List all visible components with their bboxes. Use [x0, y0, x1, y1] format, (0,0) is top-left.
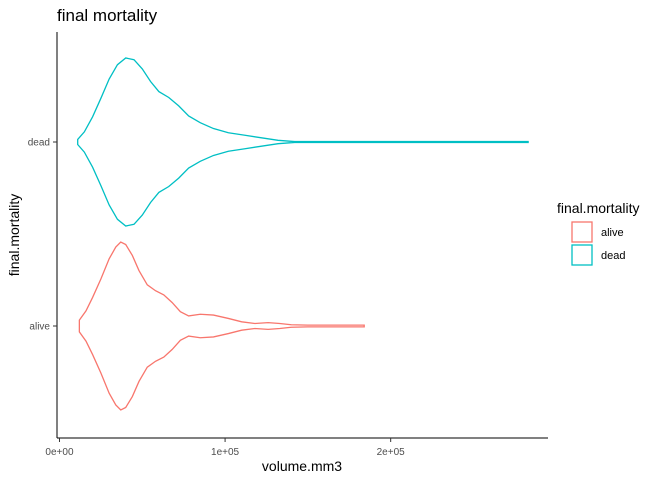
- violin-alive: [78, 241, 365, 411]
- x-axis-ticks: 0e+00 1e+05 2e+05: [45, 438, 405, 458]
- y-tick-label: dead: [28, 138, 50, 149]
- legend-key-alive: [571, 221, 593, 243]
- x-tick-label: 1e+05: [211, 447, 240, 458]
- legend-title: final.mortality: [557, 200, 639, 216]
- x-tick-label: 2e+05: [377, 447, 406, 458]
- y-tick-label: alive: [29, 322, 50, 333]
- legend-key-dead: [571, 244, 593, 266]
- violin-dead: [77, 57, 529, 227]
- legend-label-alive: alive: [601, 227, 624, 239]
- y-axis-title: final.mortality: [6, 194, 22, 276]
- violin-layer: [77, 57, 529, 411]
- x-tick-label: 0e+00: [45, 447, 74, 458]
- y-axis-ticks: alive dead: [28, 138, 57, 333]
- legend: final.mortality alive dead: [557, 200, 639, 266]
- x-axis-title: volume.mm3: [262, 458, 342, 474]
- legend-items: alive dead: [571, 221, 625, 266]
- legend-label-dead: dead: [601, 250, 625, 262]
- chart-title: final mortality: [57, 6, 158, 25]
